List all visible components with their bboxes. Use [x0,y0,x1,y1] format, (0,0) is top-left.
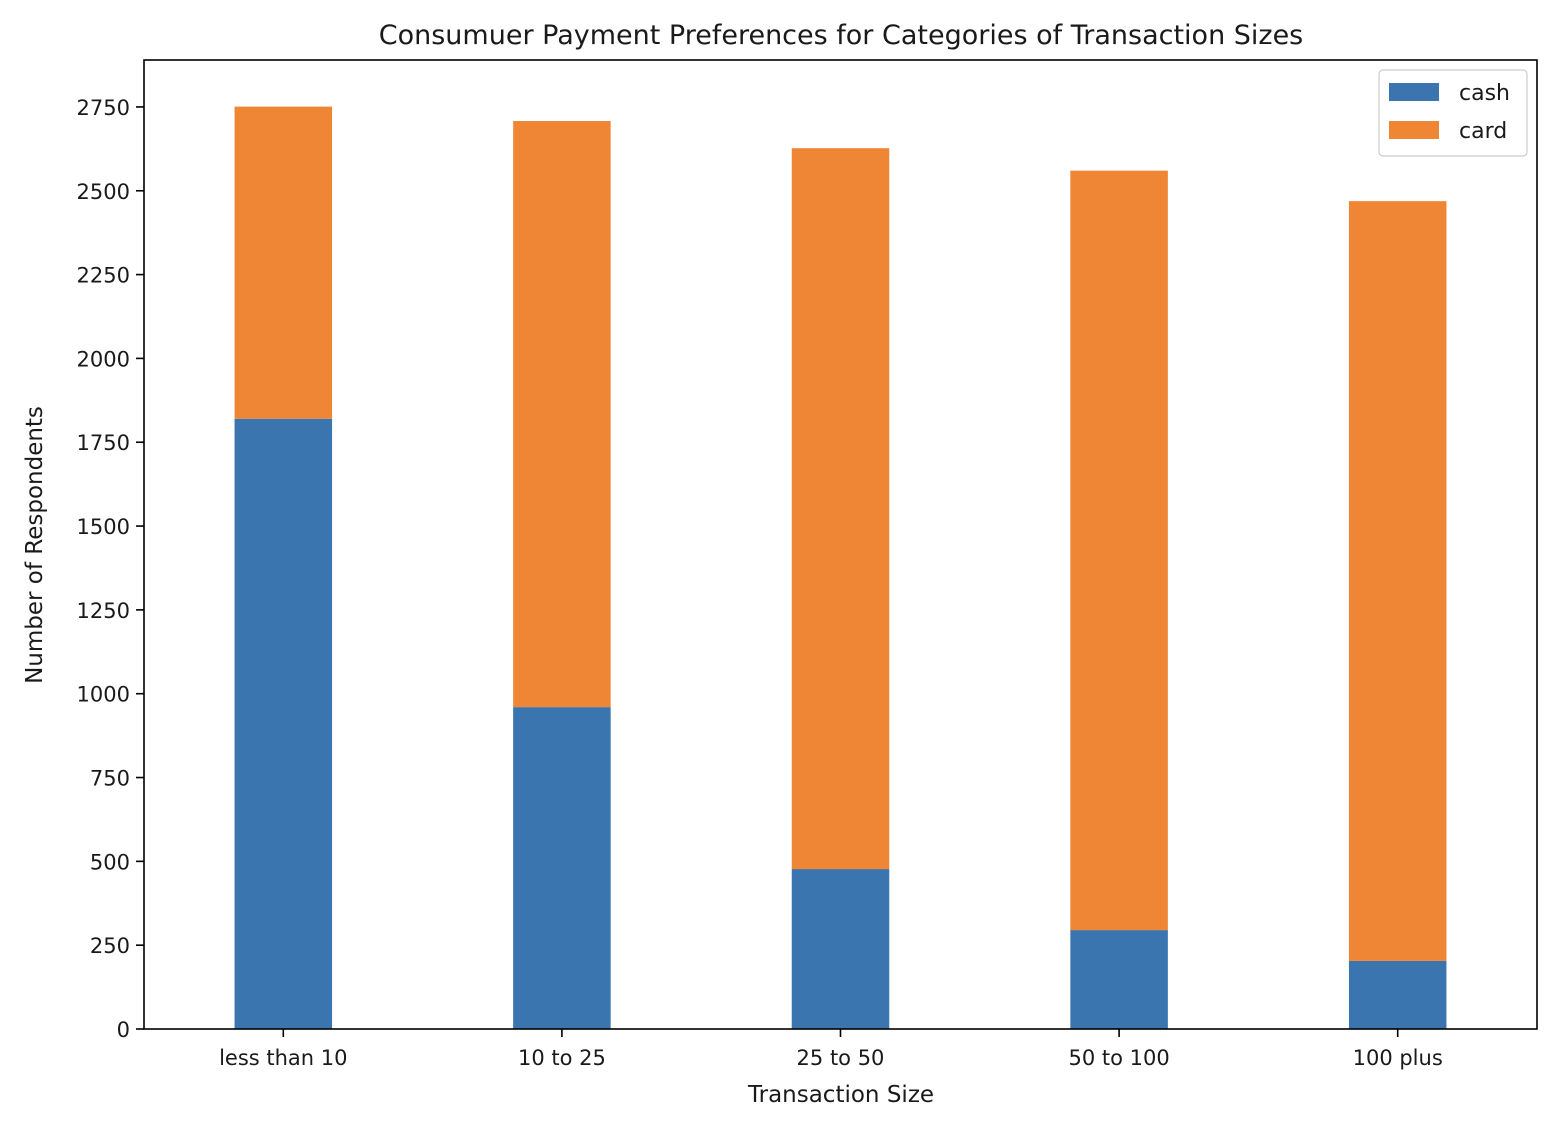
bars-layer [234,106,1447,1029]
y-tick-label-1: 250 [90,934,130,958]
y-tick-label-11: 2750 [77,96,130,120]
bar-cash-3 [1070,930,1168,1029]
legend-label-card: card [1459,119,1507,144]
y-tick-label-7: 1750 [77,431,130,455]
x-tick-label-0: less than 10 [219,1046,347,1070]
x-tick-label-4: 100 plus [1353,1046,1443,1070]
chart-title: Consumuer Payment Preferences for Catego… [379,20,1304,51]
bar-cash-1 [513,707,611,1029]
bar-cash-0 [234,418,333,1029]
y-axis-title: Number of Respondents [22,406,48,684]
bar-cash-4 [1348,960,1447,1029]
bar-card-4 [1348,201,1447,961]
y-tick-label-0: 0 [117,1018,130,1042]
y-tick-label-4: 1000 [77,683,130,707]
y-tick-label-2: 500 [90,850,130,874]
x-axis-title: Transaction Size [747,1082,934,1108]
bar-card-0 [234,106,333,419]
bar-card-1 [513,121,611,708]
bar-cash-2 [791,869,890,1029]
x-tick-label-3: 50 to 100 [1068,1046,1169,1070]
x-tick-label-2: 25 to 50 [797,1046,885,1070]
y-tick-label-6: 1500 [77,515,130,539]
bar-card-3 [1070,170,1168,931]
y-tick-label-9: 2250 [77,264,130,288]
legend: cash card [1378,69,1528,157]
y-tick-label-10: 2500 [77,180,130,204]
legend-swatch-card [1389,121,1439,139]
legend-swatch-cash [1389,83,1439,101]
x-axis: less than 10 10 to 25 25 to 50 50 to 100 100… [219,1029,1443,1070]
x-tick-label-1: 10 to 25 [518,1046,606,1070]
y-axis: 0 250 500 750 1000 1250 1500 1750 2000 2250 2500 27… [77,96,144,1042]
legend-label-cash: cash [1459,81,1510,106]
y-tick-label-5: 1250 [77,599,130,623]
bar-card-2 [791,148,890,870]
y-tick-label-8: 2000 [77,347,130,371]
plot-frame [143,59,1538,1030]
y-tick-label-3: 750 [90,767,130,791]
